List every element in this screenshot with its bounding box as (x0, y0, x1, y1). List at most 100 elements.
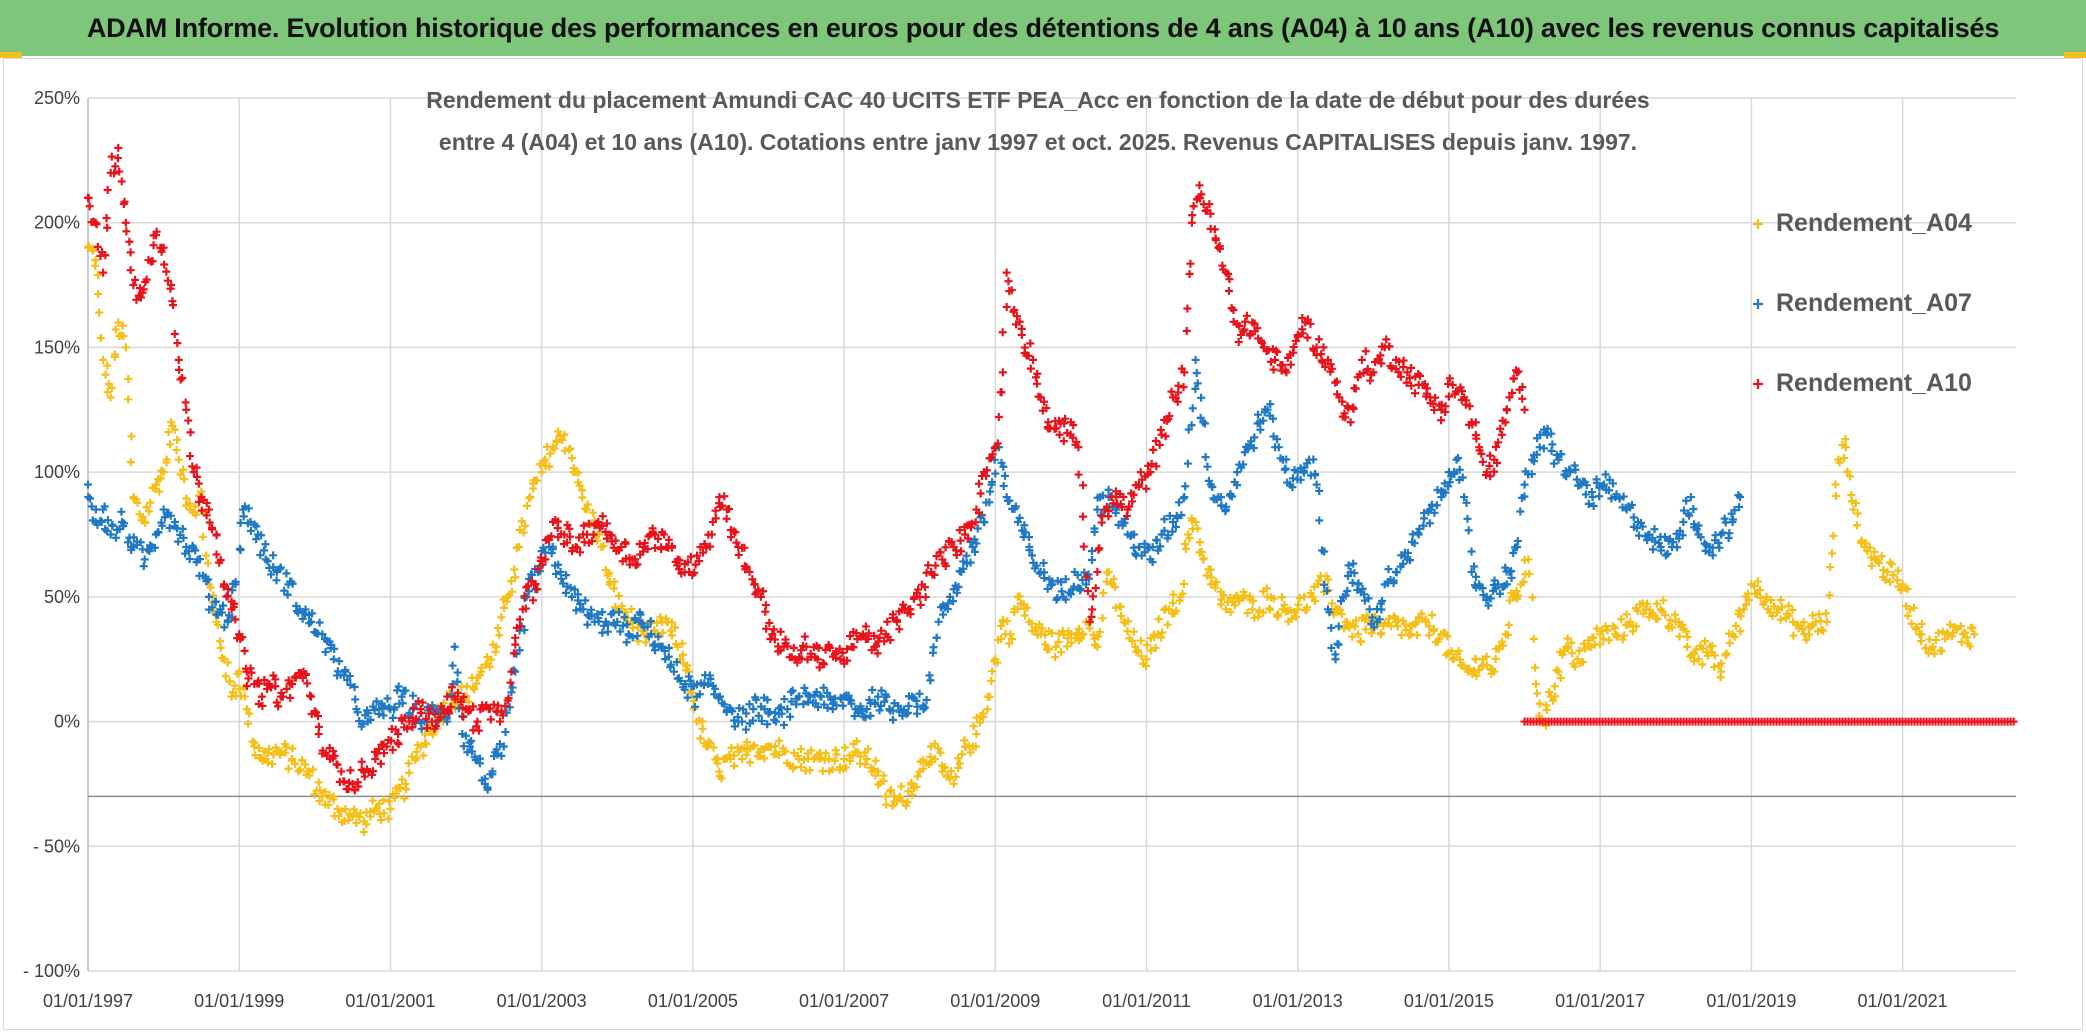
series-0-marker (1701, 637, 1710, 646)
series-1-marker (556, 567, 565, 576)
series-1-marker (838, 701, 847, 710)
series-2-marker (120, 197, 129, 206)
series-1-marker (283, 590, 292, 599)
series-1-marker (1191, 355, 1200, 364)
series-0-marker (1454, 647, 1463, 656)
series-1-marker (1589, 502, 1598, 511)
series-1-marker (1729, 515, 1738, 524)
series-2-marker (498, 711, 507, 720)
series-0-marker (305, 771, 314, 780)
series-2-marker (1188, 211, 1197, 220)
series-2-marker (301, 670, 310, 679)
series-0-marker (94, 270, 103, 279)
series-0-marker (1542, 705, 1551, 714)
series-0-marker (1710, 651, 1719, 660)
y-tick-label: 200% (34, 213, 80, 233)
series-1-marker (96, 516, 105, 525)
series-0-marker (575, 481, 584, 490)
series-0-marker (1269, 594, 1278, 603)
series-2-marker (202, 498, 211, 507)
series-0-marker (240, 692, 249, 701)
series-2-marker (353, 778, 362, 787)
series-0-marker (1889, 571, 1898, 580)
series-1-marker (467, 736, 476, 745)
series-1-marker (1467, 547, 1476, 556)
series-1-marker (220, 623, 229, 632)
series-0-marker (321, 787, 330, 796)
series-1-marker (1315, 516, 1324, 525)
series-0-marker (1639, 609, 1648, 618)
series-1-marker (871, 699, 880, 708)
series-0-marker (1551, 692, 1560, 701)
series-2-marker (1088, 605, 1097, 614)
series-1-marker (877, 686, 886, 695)
series-2-marker (1042, 404, 1051, 413)
series-1-marker (800, 683, 809, 692)
series-1-marker (1288, 483, 1297, 492)
series-0-marker (1134, 646, 1143, 655)
series-2-marker (1242, 311, 1251, 320)
series-0-marker (124, 374, 133, 383)
series-0-marker (1529, 634, 1538, 643)
series-0-marker (945, 774, 954, 783)
series-1-marker (643, 622, 652, 631)
series-1-marker (1430, 508, 1439, 517)
series-1-marker (1233, 481, 1242, 490)
series-1-marker (562, 571, 571, 580)
series-2-marker (1323, 355, 1332, 364)
series-0-marker (1248, 605, 1257, 614)
series-2-marker (974, 479, 983, 488)
series-0-marker (1902, 602, 1911, 611)
series-1-marker (1341, 591, 1350, 600)
series-0-marker (514, 542, 523, 551)
series-0-marker (379, 809, 388, 818)
series-1-marker (880, 697, 889, 706)
series-1-marker (1368, 613, 1377, 622)
series-1-marker (383, 694, 392, 703)
series-2-marker (439, 705, 448, 714)
series-0-marker (840, 754, 849, 763)
series-2-marker (417, 708, 426, 717)
series-1-marker (1365, 605, 1374, 614)
series-1-marker (159, 505, 168, 514)
series-1-marker (631, 614, 640, 623)
series-2-marker (711, 514, 720, 523)
series-0-marker (610, 577, 619, 586)
series-1-marker (1005, 496, 1014, 505)
series-1-marker (932, 633, 941, 642)
series-0-marker (864, 744, 873, 753)
series-2-marker (425, 704, 434, 713)
series-1-marker (353, 708, 362, 717)
grid (87, 97, 2016, 972)
series-0-marker (1117, 611, 1126, 620)
series-1-marker (1201, 453, 1210, 462)
series-1-marker (329, 655, 338, 664)
series-0-marker (1249, 597, 1258, 605)
series-0-marker (1617, 615, 1626, 624)
y-tick-label: 150% (34, 337, 80, 357)
series-1-marker (1673, 543, 1681, 552)
series-2-marker (238, 633, 247, 642)
series-2-marker (1335, 393, 1344, 402)
series-0-marker (832, 750, 841, 759)
series-1-marker (1663, 549, 1672, 558)
series-0-marker (176, 470, 185, 479)
series-0-marker (1116, 602, 1125, 611)
series-0-marker (1425, 631, 1434, 640)
series-0-marker (1690, 657, 1699, 666)
series-2-marker (152, 227, 161, 236)
series-1-marker (351, 695, 360, 704)
series-0-marker (1946, 620, 1955, 629)
series-0-marker (1168, 598, 1177, 607)
series-2-marker (1407, 363, 1416, 372)
series-2-marker (113, 154, 122, 163)
series-0-marker (1916, 637, 1925, 646)
series-2-marker (1396, 372, 1405, 381)
series-2-marker (333, 760, 342, 769)
series-1-marker (345, 672, 354, 681)
series-2-marker (1273, 347, 1282, 356)
series-0-marker (743, 738, 752, 747)
series-0-marker (560, 430, 569, 439)
series-1-marker (720, 700, 729, 709)
series-1-marker (1253, 410, 1262, 419)
